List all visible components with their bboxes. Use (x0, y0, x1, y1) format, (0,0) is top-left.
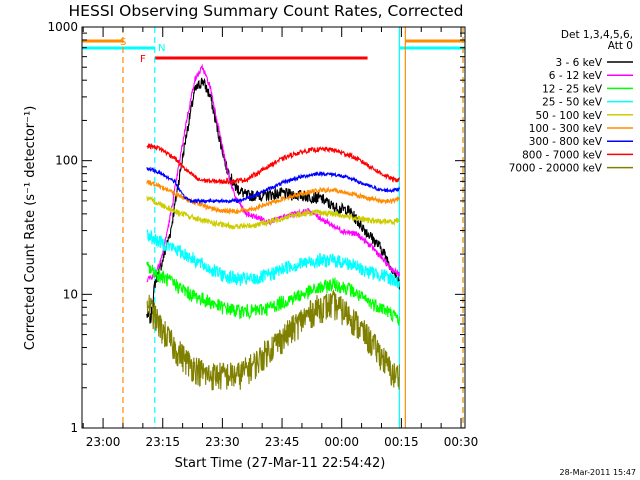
legend-label: 50 - 100 keV (535, 110, 602, 122)
flag-labels: SNF (120, 37, 165, 65)
legend-label: 300 - 800 keV (529, 136, 603, 148)
chart-title: HESSI Observing Summary Count Rates, Cor… (69, 2, 464, 20)
x-tick-labels: 23:00 23:15 23:30 23:45 00:00 00:15 00:30 (86, 435, 479, 449)
series-line-7 (146, 142, 400, 185)
x-tick-label: 00:15 (384, 435, 419, 449)
flag-label-flare: F (140, 54, 146, 65)
y-tick-label: 10 (63, 287, 78, 301)
series-line-3 (146, 229, 400, 289)
legend-header: Det 1,3,4,5,6,Att 0 (561, 29, 633, 52)
plot-frame (81, 26, 466, 429)
series-layer (146, 63, 400, 391)
legend-label: 12 - 25 keV (542, 83, 603, 95)
legend-label: 6 - 12 keV (549, 70, 603, 82)
x-tick-label: 23:45 (265, 435, 300, 449)
flag-bars (82, 39, 465, 60)
legend-label: 7000 - 20000 keV (509, 163, 603, 175)
legend-label: 800 - 7000 keV (522, 149, 603, 161)
series-line-0 (146, 77, 400, 324)
legend-label: 3 - 6 keV (555, 57, 602, 69)
svg-text:Corrected Count Rate (s⁻¹ dete: Corrected Count Rate (s⁻¹ detector⁻¹) (23, 106, 38, 351)
x-tick-label: 23:30 (205, 435, 240, 449)
x-tick-label: 00:00 (324, 435, 359, 449)
series-line-5 (146, 179, 400, 215)
series-line-8 (146, 289, 400, 391)
legend-header-line: Att 0 (608, 40, 633, 52)
y-axis-label: Corrected Count Rate (s⁻¹ detector⁻¹) (23, 106, 38, 351)
x-tick-label: 23:15 (145, 435, 180, 449)
axis-ticks (82, 27, 465, 428)
footer-date: 28-Mar-2011 15:47 (560, 468, 637, 477)
series-line-6 (146, 166, 400, 205)
x-tick-label: 00:30 (444, 435, 479, 449)
y-tick-label: 100 (55, 154, 78, 168)
x-axis-label: Start Time (27-Mar-11 22:54:42) (175, 456, 386, 471)
y-tick-label: 1 (70, 421, 78, 435)
y-tick-label: 1000 (47, 20, 78, 34)
series-line-4 (146, 196, 400, 230)
flag-label-night: N (158, 43, 165, 54)
legend-label: 100 - 300 keV (529, 123, 603, 135)
series-line-2 (146, 261, 400, 326)
x-tick-label: 23:00 (86, 435, 121, 449)
y-tick-labels: 1 10 100 1000 (47, 20, 78, 435)
event-markers (122, 27, 464, 428)
legend-header-line: Det 1,3,4,5,6, (561, 29, 633, 41)
legend-label: 25 - 50 keV (542, 97, 603, 109)
